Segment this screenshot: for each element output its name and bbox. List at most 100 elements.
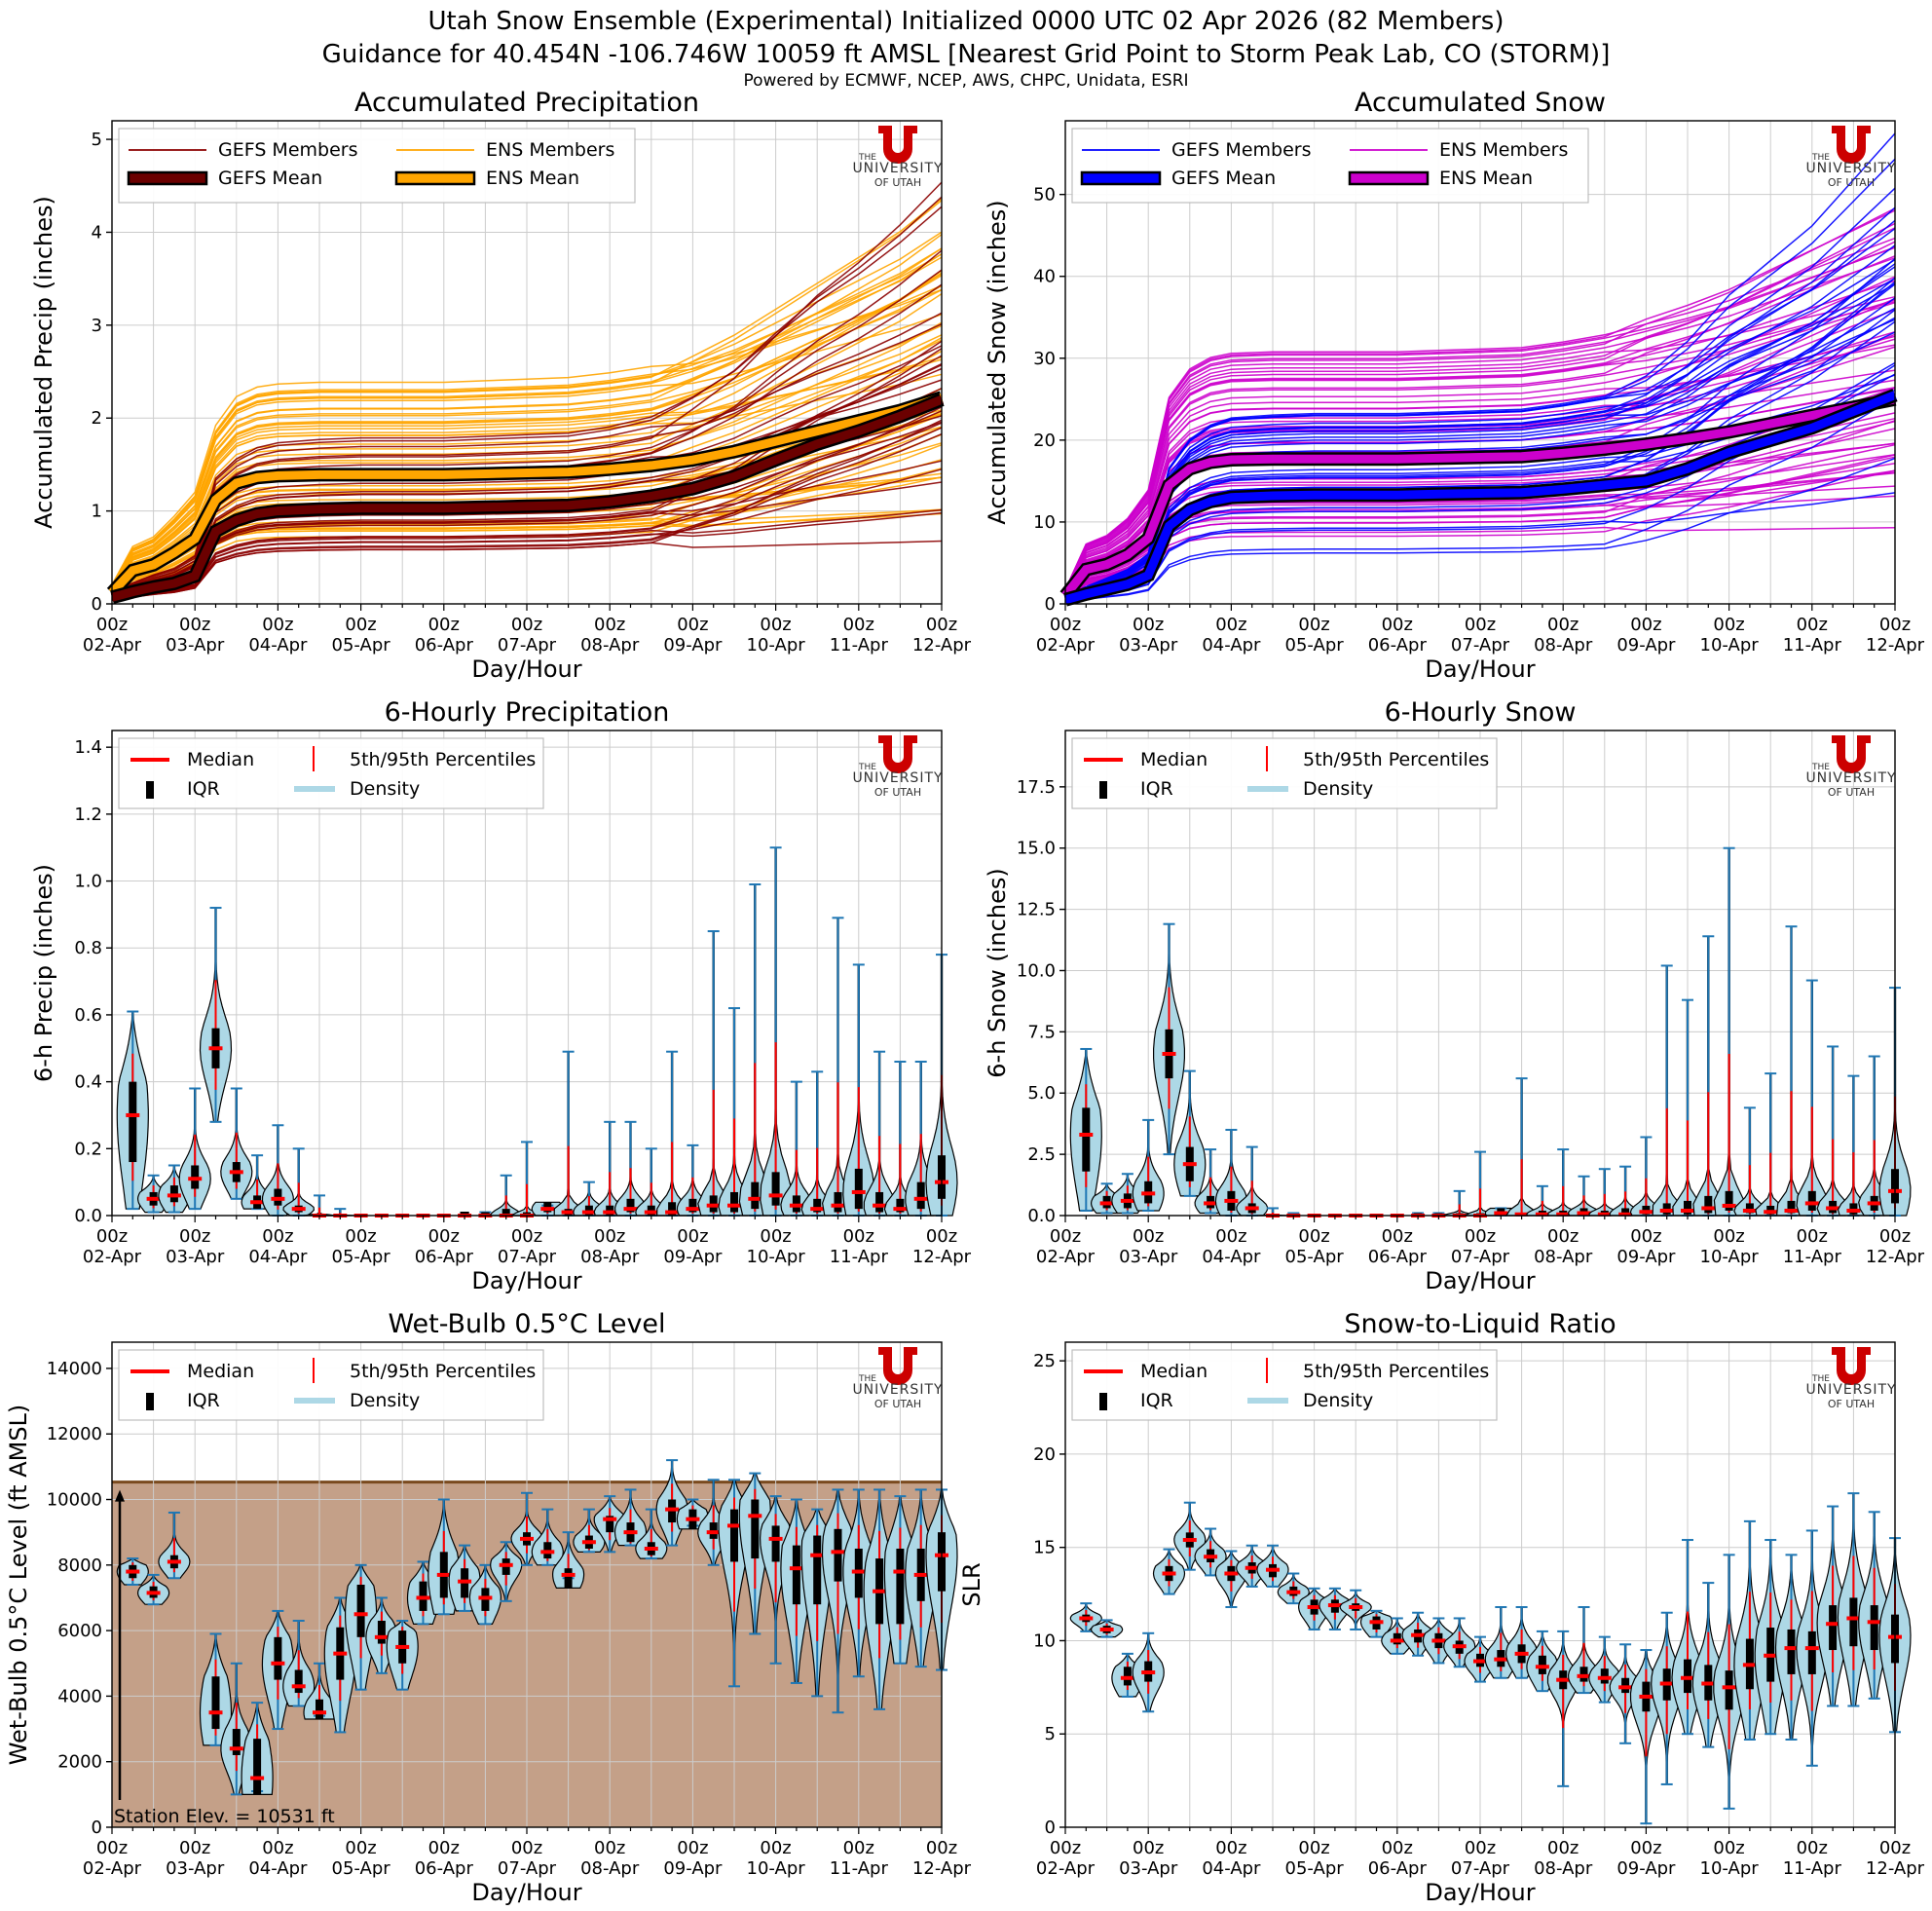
x-tick-label-hour: 00z <box>594 615 625 635</box>
y-tick-label: 0 <box>1045 594 1056 615</box>
x-tick-label-day: 03-Apr <box>1119 1858 1178 1879</box>
iqr-box <box>606 1516 614 1533</box>
y-axis-label: SLR <box>958 1562 985 1606</box>
violin-7 <box>1194 1527 1227 1577</box>
x-tick-label-day: 09-Apr <box>663 1858 723 1879</box>
x-tick-label-hour: 00z <box>677 1838 708 1858</box>
violin-32 <box>1713 846 1745 1217</box>
violin-31 <box>738 882 771 1217</box>
logo-text-of-utah: OF UTAH <box>874 176 921 189</box>
legend-ens-mean-swatch <box>1348 170 1430 186</box>
x-tick-label-day: 04-Apr <box>1202 1247 1261 1267</box>
y-tick-label: 15.0 <box>1017 839 1056 859</box>
iqr-box <box>875 1191 884 1213</box>
x-tick-label-day: 02-Apr <box>1036 1247 1096 1267</box>
violin-35 <box>1775 925 1807 1217</box>
iqr-box <box>730 1509 738 1562</box>
iqr-box <box>813 1198 822 1213</box>
chart-title: 6-Hourly Precipitation <box>385 697 670 728</box>
x-tick-label-hour: 00z <box>1879 1226 1911 1247</box>
chart-title: 6-Hourly Snow <box>1385 697 1577 728</box>
x-tick-label-day: 06-Apr <box>1368 1858 1428 1879</box>
iqr-box <box>916 1181 925 1210</box>
x-tick-label-day: 07-Apr <box>498 1858 557 1879</box>
x-tick-label-hour: 00z <box>179 615 210 635</box>
violin-35 <box>821 917 855 1217</box>
x-tick-label-hour: 00z <box>1797 1226 1828 1247</box>
violin-29 <box>697 930 730 1217</box>
logo-text-the: THE <box>1811 763 1830 772</box>
iqr-box <box>274 1636 282 1680</box>
iqr-box <box>377 1621 386 1644</box>
iqr-box <box>834 1528 842 1582</box>
x-tick-label-day: 12-Apr <box>1866 1247 1925 1267</box>
violin-22 <box>553 1050 583 1217</box>
violin-6 <box>1173 1069 1207 1197</box>
ens-member-line <box>111 358 943 589</box>
x-tick-label-hour: 00z <box>1879 1838 1911 1858</box>
legend-median-label: Median <box>187 749 254 770</box>
iqr-box <box>1849 1597 1858 1647</box>
logo-text-of-utah: OF UTAH <box>1828 786 1875 799</box>
logo-text-university: UNIVERSITY <box>852 1382 943 1398</box>
gefs-mean-line <box>1063 391 1897 605</box>
violin-30 <box>1672 998 1703 1217</box>
x-tick-label-hour: 00z <box>96 615 128 635</box>
logo-u-mark <box>1832 735 1871 773</box>
x-tick-label-hour: 00z <box>1215 1838 1246 1858</box>
logo-u-mark <box>878 1347 917 1385</box>
legend-iqr-swatch <box>1099 781 1107 799</box>
legend-box <box>1071 1349 1498 1421</box>
legend-gefs-mean-swatch <box>127 170 208 186</box>
legend-gefs-mean-label: GEFS Mean <box>218 168 322 189</box>
ens-member-line <box>111 388 943 596</box>
ens-member-line <box>111 253 943 588</box>
x-tick-label-day: 09-Apr <box>1616 1247 1676 1267</box>
x-tick-label-day: 06-Apr <box>415 635 474 656</box>
iqr-box <box>129 1081 137 1163</box>
x-tick-label-hour: 00z <box>1133 1838 1164 1858</box>
x-tick-label-hour: 00z <box>428 1226 460 1247</box>
x-tick-label-hour: 00z <box>594 1226 625 1247</box>
legend: Median 5th/95th Percentiles IQR Density <box>118 1349 544 1421</box>
iqr-box <box>1870 1605 1878 1651</box>
x-tick-label-day: 03-Apr <box>166 635 225 656</box>
legend-ens-members-label: ENS Members <box>486 139 614 161</box>
iqr-box <box>668 1202 677 1216</box>
legend-ens-mean-label: ENS Mean <box>1439 168 1533 189</box>
violin-30 <box>738 1472 771 1635</box>
x-tick-label-hour: 00z <box>262 1226 293 1247</box>
legend-ens-members-label: ENS Members <box>1439 139 1568 161</box>
ens-member-line <box>111 284 943 586</box>
y-tick-label: 7.5 <box>1027 1022 1056 1042</box>
x-axis-label: Day/Hour <box>1425 1267 1535 1294</box>
iqr-box <box>564 1568 573 1589</box>
figure-title-line1: Utah Snow Ensemble (Experimental) Initia… <box>428 7 1505 36</box>
violin-1 <box>116 1557 149 1586</box>
violin-25 <box>1568 1175 1600 1217</box>
x-tick-label-hour: 00z <box>1050 1838 1081 1858</box>
y-tick-label: 0 <box>92 594 102 615</box>
x-tick-label-day: 11-Apr <box>1783 1858 1842 1879</box>
x-tick-label-hour: 00z <box>179 1226 210 1247</box>
legend-percentile-label: 5th/95th Percentiles <box>350 1361 536 1382</box>
gefs-member-line <box>1064 282 1896 598</box>
violin-33 <box>780 1080 813 1217</box>
y-tick-label: 2.5 <box>1027 1144 1056 1165</box>
chart-title: Accumulated Snow <box>1355 88 1606 118</box>
iqr-box <box>1684 1200 1691 1215</box>
x-tick-label-day: 06-Apr <box>1368 1247 1428 1267</box>
violin-31 <box>759 1495 793 1665</box>
y-tick-label: 50 <box>1033 185 1056 206</box>
x-tick-label-hour: 00z <box>345 615 376 635</box>
violin-27 <box>676 1498 710 1530</box>
legend-iqr-swatch <box>1099 1393 1107 1410</box>
x-tick-label-hour: 00z <box>843 615 874 635</box>
y-tick-label: 10 <box>1033 1630 1056 1651</box>
legend-box <box>118 128 636 204</box>
violin-37 <box>863 1050 896 1217</box>
